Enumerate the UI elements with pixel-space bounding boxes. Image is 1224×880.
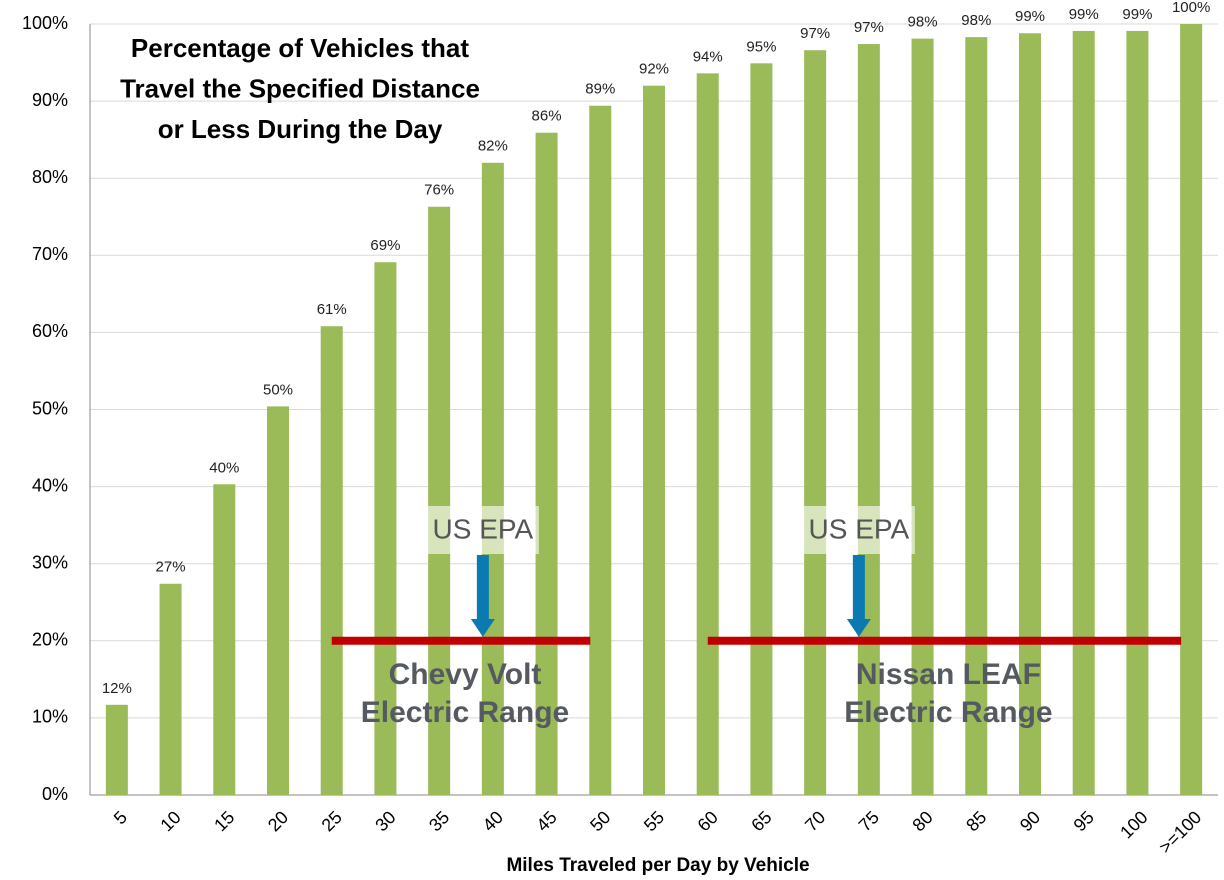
- x-tick-label: 90: [1016, 807, 1044, 835]
- data-label: 50%: [263, 381, 293, 398]
- arrow-shaft: [852, 555, 865, 621]
- y-tick-label: 100%: [22, 13, 68, 33]
- data-label: 94%: [693, 48, 723, 65]
- bar: [911, 38, 934, 796]
- range-label: Nissan LEAF: [856, 658, 1041, 691]
- arrow-head: [470, 619, 495, 637]
- x-tick-label: >=100: [1155, 807, 1205, 857]
- data-label: 99%: [1122, 6, 1152, 23]
- bar: [750, 63, 773, 796]
- x-tick-label: 100: [1116, 807, 1151, 842]
- x-tick-label: 5: [110, 807, 131, 828]
- marker-label: US EPA: [433, 513, 534, 544]
- y-tick-label: 0%: [42, 784, 68, 804]
- x-tick-label: 45: [532, 807, 560, 835]
- x-tick-label: 85: [962, 807, 990, 835]
- x-tick-label: 15: [210, 807, 238, 835]
- range-label: Chevy Volt: [389, 658, 542, 691]
- y-tick-label: 20%: [32, 630, 68, 650]
- range-label: Electric Range: [361, 696, 569, 729]
- bar: [213, 484, 236, 795]
- data-label: 95%: [746, 38, 776, 55]
- y-tick-label: 50%: [32, 398, 68, 418]
- data-label: 97%: [800, 25, 830, 42]
- data-label: 76%: [424, 182, 454, 199]
- x-tick-label: 70: [801, 807, 829, 835]
- y-tick-label: 10%: [32, 707, 68, 727]
- x-tick-label: 25: [318, 807, 346, 835]
- x-tick-label: 75: [855, 807, 883, 835]
- y-tick-label: 90%: [32, 90, 68, 110]
- arrow-head: [846, 619, 871, 637]
- x-tick-label: 60: [694, 807, 722, 835]
- arrow-shaft: [476, 555, 489, 621]
- data-label: 98%: [961, 12, 991, 29]
- y-tick-label: 80%: [32, 167, 68, 187]
- chart-title: Percentage of Vehicles that: [131, 33, 469, 63]
- bar: [159, 583, 182, 795]
- x-tick-label: 20: [264, 807, 292, 835]
- data-label: 99%: [1069, 6, 1099, 23]
- data-label: 89%: [585, 81, 615, 98]
- x-tick-label: 10: [156, 807, 184, 835]
- bar: [320, 326, 343, 795]
- marker-box: [802, 506, 915, 554]
- bar: [965, 37, 988, 796]
- marker-box: [426, 506, 539, 554]
- y-tick-label: 70%: [32, 244, 68, 264]
- data-label: 98%: [908, 14, 938, 31]
- bar: [428, 206, 451, 796]
- x-axis-title: Miles Traveled per Day by Vehicle: [506, 855, 809, 876]
- bar: [642, 85, 666, 796]
- bar: [374, 262, 397, 795]
- x-tick-label: 65: [747, 807, 775, 835]
- bar: [266, 406, 290, 795]
- y-tick-label: 60%: [32, 321, 68, 341]
- x-tick-label: 80: [908, 807, 936, 835]
- data-label: 69%: [370, 237, 400, 254]
- data-label: 100%: [1172, 0, 1210, 16]
- x-tick-label: 50: [586, 807, 614, 835]
- x-tick-label: 95: [1070, 807, 1098, 835]
- bar: [696, 73, 719, 796]
- bar: [1180, 24, 1203, 795]
- data-label: 61%: [317, 301, 347, 318]
- chart-title: Travel the Specified Distance: [120, 73, 480, 103]
- bar: [589, 105, 612, 795]
- data-label: 27%: [156, 559, 186, 576]
- bar: [1126, 30, 1149, 795]
- x-tick-label: 55: [640, 807, 668, 835]
- data-label: 99%: [1015, 8, 1045, 25]
- bar: [1072, 30, 1095, 795]
- bar: [1018, 33, 1042, 795]
- bar: [535, 132, 558, 795]
- x-tick-label: 35: [425, 807, 453, 835]
- y-tick-label: 30%: [32, 552, 68, 572]
- data-label: 12%: [102, 680, 132, 697]
- x-tick-label: 40: [479, 807, 507, 835]
- data-label: 82%: [478, 138, 508, 155]
- x-tick-label: 30: [371, 807, 399, 835]
- data-label: 86%: [532, 108, 562, 125]
- data-label: 92%: [639, 61, 669, 78]
- range-label: Electric Range: [844, 696, 1052, 729]
- bar: [105, 704, 128, 795]
- data-label: 40%: [209, 459, 239, 476]
- data-label: 97%: [854, 19, 884, 36]
- y-tick-label: 40%: [32, 475, 68, 495]
- bar: [804, 50, 827, 796]
- marker-label: US EPA: [809, 513, 910, 544]
- chart-title: or Less During the Day: [158, 114, 443, 144]
